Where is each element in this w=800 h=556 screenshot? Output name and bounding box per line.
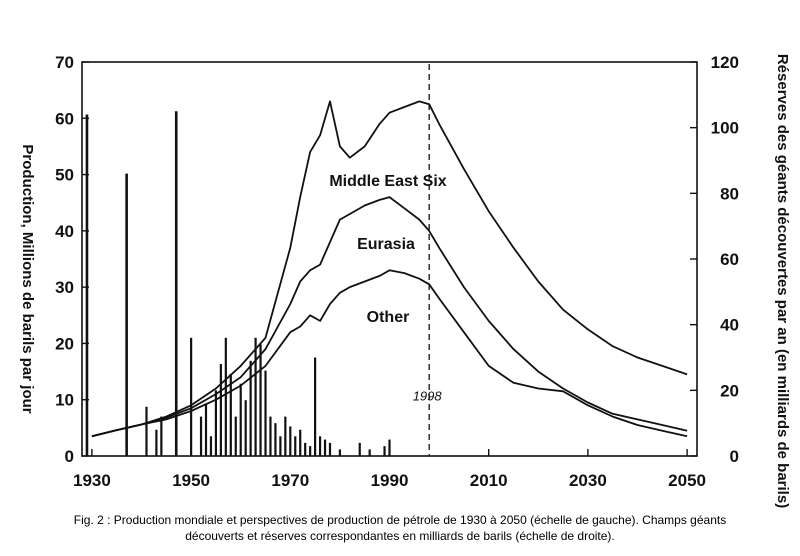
discovery-bar (199, 416, 203, 456)
year-marker-label: 1998 (413, 388, 443, 403)
discovery-bar (85, 114, 89, 457)
discovery-bar (259, 344, 262, 456)
discovery-bar (145, 406, 148, 456)
series-line-middle-east-six (91, 100, 688, 438)
y-tick-label: 20 (55, 334, 74, 353)
discovery-bar (338, 449, 342, 456)
discovery-bar (224, 337, 227, 456)
y-tick-label: 50 (55, 166, 74, 185)
x-tick-label: 1950 (172, 471, 210, 490)
discovery-bar (234, 416, 237, 456)
discovery-bar (254, 337, 257, 456)
caption-line-1: Fig. 2 : Production mondiale et perspect… (73, 513, 727, 527)
x-tick-label: 1970 (271, 471, 309, 490)
discovery-bar (190, 337, 193, 456)
y2-tick-label: 0 (730, 447, 739, 466)
y-tick-label: 40 (55, 222, 74, 241)
discovery-bar (174, 111, 178, 456)
x-tick-label: 1930 (73, 471, 111, 490)
y2-tick-label: 60 (720, 250, 739, 269)
discovery-bar (219, 364, 222, 456)
discovery-bar (318, 436, 322, 456)
discovery-bar (214, 390, 218, 456)
y2-tick-label: 120 (711, 53, 739, 72)
x-tick-label: 2030 (569, 471, 607, 490)
discovery-bar (299, 429, 302, 456)
y-tick-label: 0 (65, 447, 74, 466)
x-tick-label: 1990 (371, 471, 409, 490)
x-tick-label: 2010 (470, 471, 508, 490)
discovery-bar (358, 442, 361, 456)
caption-line-2: découverts et réserves correspondantes e… (185, 529, 615, 543)
discovery-bar (388, 439, 391, 456)
series-line-eurasia (91, 196, 688, 438)
series-line-other (91, 269, 688, 438)
y-axis-title: Production, Millions de barils par jour (19, 144, 36, 413)
discovery-bar (314, 357, 317, 456)
y-tick-label: 30 (55, 278, 74, 297)
discovery-bar (244, 400, 247, 456)
series-label-other: Other (367, 309, 410, 326)
y2-tick-label: 20 (720, 381, 739, 400)
discovery-bar (309, 446, 312, 456)
discovery-bar (323, 439, 327, 456)
discovery-bar (229, 373, 232, 456)
discovery-bar (160, 416, 163, 456)
y2-axis-title: Réserves des géants découvertes par an (… (774, 54, 791, 508)
discovery-bar (368, 449, 371, 456)
discovery-bar (284, 416, 287, 456)
discovery-bar (264, 370, 267, 456)
y2-tick-label: 80 (720, 184, 739, 203)
discovery-bar (279, 436, 282, 456)
discovery-bar (249, 360, 252, 456)
series-label-eurasia: Eurasia (357, 236, 415, 253)
plot-frame (81, 61, 698, 457)
y-tick-label: 70 (55, 53, 74, 72)
y2-tick-label: 100 (711, 119, 739, 138)
discovery-bar (274, 423, 277, 456)
discovery-bar (383, 446, 386, 456)
x-tick-label: 2050 (668, 471, 706, 490)
discovery-bar (328, 442, 332, 456)
series-label-middle-east-six: Middle East Six (329, 173, 446, 190)
figure-caption: Fig. 2 : Production mondiale et perspect… (0, 512, 800, 544)
discovery-bar (269, 416, 272, 456)
discovery-bar (239, 383, 242, 456)
discovery-bar (304, 442, 307, 456)
discovery-bar (155, 429, 158, 456)
y-tick-label: 60 (55, 109, 74, 128)
y2-tick-label: 40 (720, 316, 739, 335)
discovery-bar (289, 426, 292, 456)
discovery-bar (125, 173, 128, 456)
oil-production-chart: 1930 1950 1970 1990 2010 2030 2050010203040506… (19, 53, 791, 508)
discovery-bar (209, 436, 213, 456)
discovery-bar (204, 403, 208, 456)
discovery-bar (294, 436, 297, 456)
y-tick-label: 10 (55, 391, 74, 410)
